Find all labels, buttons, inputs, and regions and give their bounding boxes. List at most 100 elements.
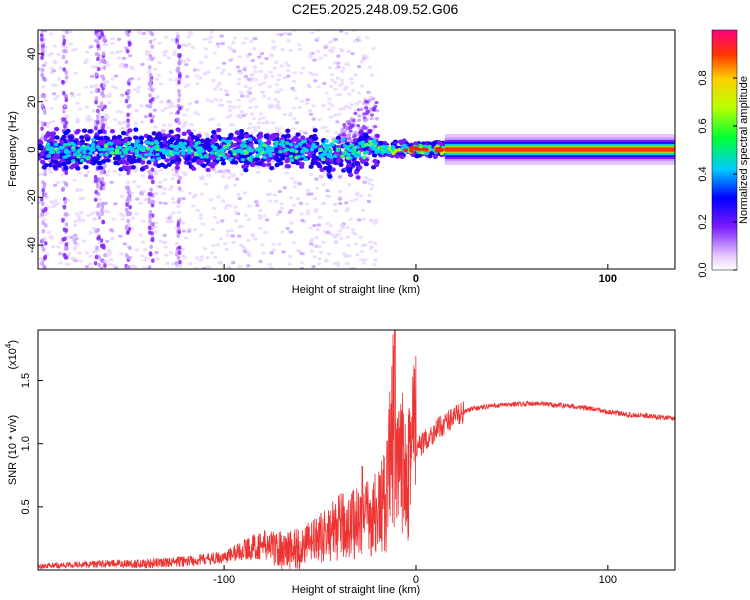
spectrogram-noise-point bbox=[369, 187, 374, 191]
colorbar-tick-label: 0.4 bbox=[697, 166, 709, 181]
spectrogram-noise-point bbox=[202, 72, 208, 76]
spectrogram-core-point bbox=[180, 144, 186, 149]
spectrogram-noise-point bbox=[298, 201, 304, 205]
spectrogram-core-point bbox=[48, 150, 54, 155]
spectrogram-column-point bbox=[65, 30, 69, 35]
spectrogram-core-point bbox=[221, 138, 226, 143]
spectrogram-noise-point bbox=[171, 104, 176, 109]
spectrogram-noise-point bbox=[146, 58, 152, 62]
colorbar-tick-label: 0.8 bbox=[697, 70, 709, 85]
figure-title: C2E5.2025.248.09.52.G06 bbox=[292, 1, 459, 17]
spectrogram-band-point bbox=[156, 163, 162, 169]
spectrogram-noise-point bbox=[168, 188, 173, 192]
spectrogram-noise-point bbox=[247, 86, 253, 90]
spectrogram-band-point bbox=[79, 139, 86, 144]
spectrogram-core-point bbox=[86, 155, 91, 160]
spectrogram-noise-point bbox=[251, 97, 256, 101]
spectrogram-core-point bbox=[174, 147, 179, 151]
spectrogram-noise-point bbox=[220, 174, 226, 179]
spectrogram-column-point bbox=[177, 54, 182, 59]
spectrogram-noise-point bbox=[110, 42, 115, 46]
spectrogram-band-point bbox=[136, 158, 142, 164]
spectrogram-band-point bbox=[115, 156, 122, 161]
spectrogram-noise-point bbox=[89, 74, 95, 78]
spectrogram-noise-point bbox=[329, 84, 334, 88]
spectrogram-noise-point bbox=[294, 96, 299, 101]
spectrogram-noise-point bbox=[311, 104, 316, 108]
spectrogram-plume-point bbox=[353, 131, 358, 135]
spectrogram-band-point bbox=[367, 128, 373, 134]
spectrogram-noise-point bbox=[259, 90, 265, 94]
spectrogram-noise-point bbox=[250, 234, 256, 238]
spectrogram-noise-point bbox=[137, 31, 142, 35]
spectrogram-noise-point bbox=[227, 171, 232, 175]
spectrogram-column-point bbox=[100, 208, 104, 213]
spectrogram-band-point bbox=[336, 157, 342, 163]
spectrogram-noise-point bbox=[236, 105, 242, 109]
spectrogram-noise-point bbox=[314, 208, 319, 212]
spectrogram-band-point bbox=[190, 166, 197, 172]
spectrogram-noise-point bbox=[299, 266, 305, 269]
spectrogram-column-point bbox=[103, 163, 107, 169]
spectrogram-noise-point bbox=[71, 48, 76, 52]
spectrogram-band-point bbox=[285, 164, 292, 169]
spectrogram-band-point bbox=[363, 161, 369, 167]
spectrogram-band-point bbox=[357, 165, 363, 170]
spectrogram-column-point bbox=[126, 49, 130, 54]
spectrogram-column-point bbox=[127, 77, 132, 83]
spectrogram-band-point bbox=[352, 138, 359, 143]
spectrogram-noise-point bbox=[231, 40, 236, 45]
spectrogram-band-point bbox=[109, 128, 116, 134]
spectrogram-band-point bbox=[83, 164, 89, 170]
spectrogram-noise-point bbox=[344, 201, 349, 205]
spectrogram-band-point bbox=[52, 164, 58, 170]
spectrogram-core-point bbox=[90, 138, 96, 142]
spectrogram-core-point bbox=[228, 157, 233, 162]
spectrogram-band-point bbox=[374, 133, 380, 139]
spectrogram-noise-point bbox=[106, 169, 111, 173]
spectrogram-column-point bbox=[102, 83, 107, 88]
spectrogram-noise-point bbox=[275, 103, 281, 107]
spectrogram-band-point bbox=[143, 164, 149, 170]
spectrogram-noise-point bbox=[107, 94, 112, 98]
spectrogram-band-point bbox=[295, 132, 301, 137]
spectrogram-noise-point bbox=[373, 258, 379, 262]
spectrogram-column-point bbox=[97, 262, 101, 268]
spectrogram-noise-point bbox=[87, 262, 93, 266]
spectrogram-noise-point bbox=[118, 127, 124, 131]
spectrogram-noise-point bbox=[311, 264, 316, 269]
spectrogram-core-point bbox=[247, 148, 253, 153]
spectrogram-noise-point bbox=[248, 122, 253, 126]
spectrogram-noise-point bbox=[288, 48, 293, 53]
spectrogram-noise-point bbox=[288, 254, 293, 259]
spectrogram-noise-point bbox=[332, 202, 337, 206]
snr-x-ticks: -100 0 100 bbox=[213, 565, 617, 586]
spectrogram-hot-point bbox=[408, 146, 414, 150]
spectrogram-noise-point bbox=[171, 173, 177, 177]
spectrogram-noise-point bbox=[257, 213, 262, 218]
spectrogram-core-point bbox=[321, 142, 326, 147]
spectrogram-noise-point bbox=[219, 71, 225, 75]
spectrogram-column-point bbox=[96, 40, 100, 45]
spectrogram-column-point bbox=[94, 255, 99, 260]
spectrogram-noise-point bbox=[187, 101, 193, 106]
spectrogram-plume-point bbox=[357, 118, 362, 122]
spectrogram-noise-point bbox=[260, 242, 265, 247]
spectrogram-noise-point bbox=[233, 205, 238, 209]
spectrogram-noise-point bbox=[190, 45, 196, 49]
spectrogram-noise-point bbox=[43, 61, 48, 65]
spectrogram-noise-point bbox=[69, 91, 75, 96]
spectrogram-column-point bbox=[96, 108, 100, 114]
spectrogram-column-point bbox=[150, 56, 155, 62]
spectrogram-noise-point bbox=[325, 189, 330, 193]
spectrogram-noise-point bbox=[168, 251, 174, 255]
spectrogram-noise-point bbox=[339, 30, 344, 33]
spectrogram-noise-point bbox=[189, 123, 194, 127]
spectrogram-core-point bbox=[384, 149, 389, 154]
spectrogram-column-point bbox=[41, 247, 46, 252]
spectrogram-noise-point bbox=[58, 261, 63, 265]
spectrogram-noise-point bbox=[329, 50, 335, 54]
spectrogram-noise-point bbox=[116, 56, 122, 60]
spectrogram-core-point bbox=[114, 148, 120, 153]
colorbar-tick-label: 0.2 bbox=[697, 214, 709, 229]
